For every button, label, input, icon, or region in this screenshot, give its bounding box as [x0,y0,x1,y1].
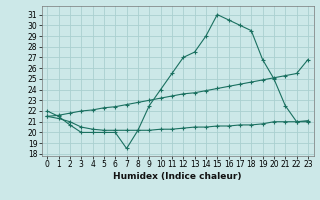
X-axis label: Humidex (Indice chaleur): Humidex (Indice chaleur) [113,172,242,181]
